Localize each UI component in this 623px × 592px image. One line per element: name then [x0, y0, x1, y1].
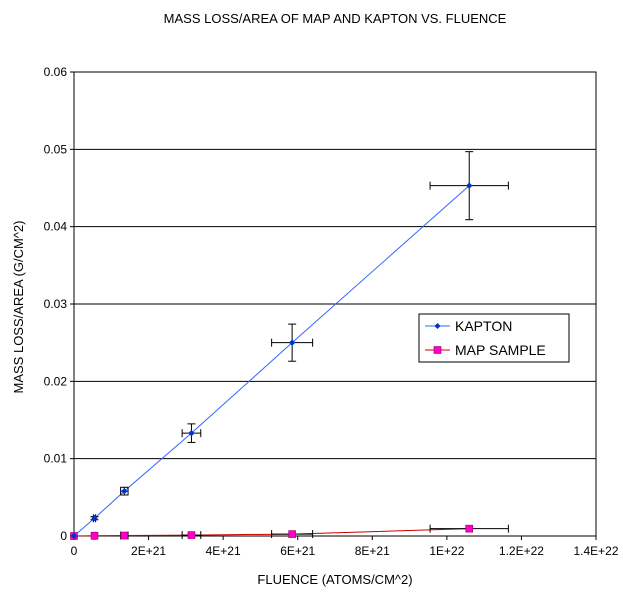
- legend-marker-map: [433, 346, 442, 354]
- data-point: [188, 429, 195, 437]
- y-axis-title: MASS LOSS/AREA (G/CM^2): [11, 221, 26, 394]
- series-layer: [70, 151, 509, 540]
- chart-title: MASS LOSS/AREA OF MAP AND KAPTON VS. FLU…: [164, 11, 507, 26]
- x-tick-label: 0: [71, 544, 78, 558]
- x-tick-label: 4E+21: [206, 544, 241, 558]
- x-tick-label: 8E+21: [355, 544, 390, 558]
- legend-label-kapton: KAPTON: [455, 318, 512, 334]
- x-tick-label: 1.4E+22: [573, 544, 618, 558]
- legend-box: [418, 313, 570, 363]
- y-tick-label: 0.01: [44, 452, 68, 466]
- y-tick-label: 0.04: [44, 220, 68, 234]
- series-map-sample: [70, 524, 509, 540]
- x-tick-label: 1E+22: [429, 544, 464, 558]
- x-tick-label: 1.2E+22: [499, 544, 544, 558]
- data-point: [91, 515, 98, 522]
- legend-marker-kapton: [434, 323, 441, 329]
- axis-ticks: 0 0.01 0.02 0.03 0.04 0.05 0.06 0 2E+21 4E+21 6E+2…: [44, 65, 619, 558]
- data-point: [288, 339, 296, 346]
- y-tick-label: 0.05: [44, 142, 68, 156]
- data-point: [121, 487, 128, 495]
- data-point: [90, 531, 99, 540]
- series-kapton: [70, 151, 509, 540]
- data-point: [465, 524, 474, 533]
- data-point: [288, 530, 296, 538]
- legend: KAPTON MAP SAMPLE: [418, 313, 570, 363]
- y-tick-label: 0: [60, 529, 67, 543]
- data-point: [120, 531, 129, 540]
- data-point: [70, 532, 78, 540]
- x-axis-title: FLUENCE (ATOMS/CM^2): [257, 572, 412, 587]
- series-line: [73, 185, 470, 537]
- y-tick-label: 0.03: [44, 297, 68, 311]
- y-tick-label: 0.02: [44, 374, 68, 388]
- data-point: [187, 531, 196, 539]
- x-tick-label: 6E+21: [280, 544, 315, 558]
- data-point: [466, 182, 473, 189]
- y-tick-label: 0.06: [44, 65, 68, 79]
- legend-label-map: MAP SAMPLE: [455, 342, 546, 358]
- x-tick-label: 2E+21: [131, 544, 166, 558]
